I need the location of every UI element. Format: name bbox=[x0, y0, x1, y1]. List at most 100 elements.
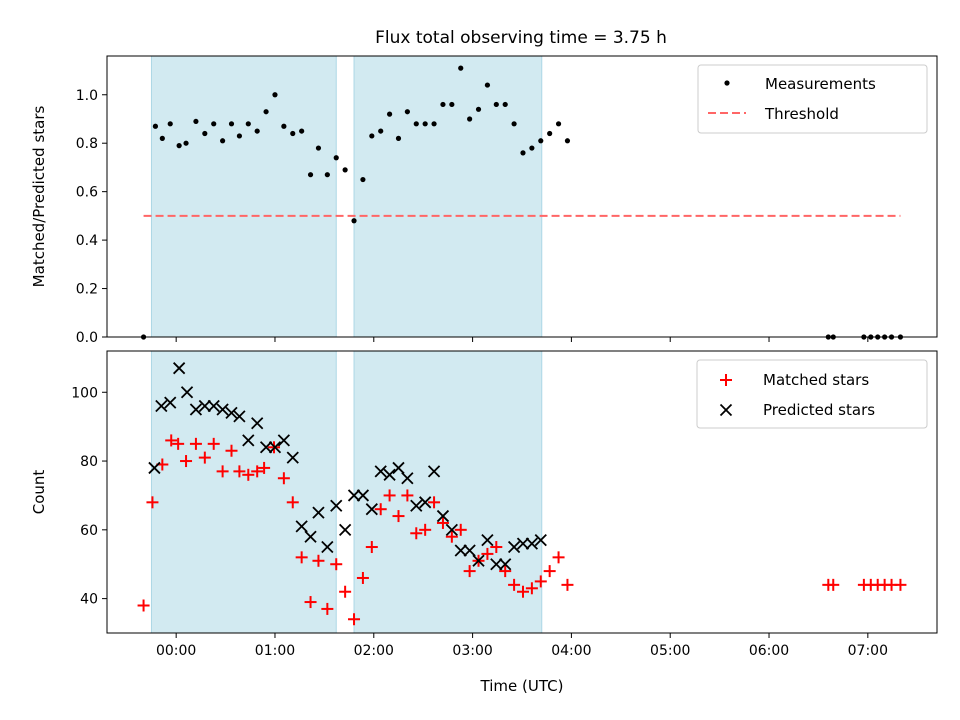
observing-interval-shade bbox=[353, 350, 543, 634]
predicted-star-point-b bbox=[277, 434, 291, 447]
legend-top bbox=[697, 64, 928, 134]
chart-title: Flux total observing time = 3.75 h bbox=[375, 28, 667, 48]
y-tick-label: 100 bbox=[71, 385, 98, 401]
predicted-star-point bbox=[374, 465, 387, 478]
measurement-point bbox=[324, 172, 330, 178]
predicted-star-point-b bbox=[490, 558, 503, 571]
predicted-star-point-b bbox=[472, 554, 485, 567]
bottom-panel: 40 60 80 100 Count 00:00 01:00 02:00 03:00 04:00 0… bbox=[30, 350, 938, 695]
measurement-point bbox=[236, 133, 243, 139]
measurement-point bbox=[378, 128, 384, 134]
axes-frame bbox=[106, 350, 938, 634]
predicted-star-point-b bbox=[499, 558, 512, 571]
x-tick-label: 03:00 bbox=[452, 643, 492, 659]
matched-star-point bbox=[392, 510, 405, 523]
predicted-star-point-b bbox=[207, 399, 220, 413]
measurement-point bbox=[211, 121, 217, 127]
axes-frame bbox=[106, 55, 938, 338]
measurement-point bbox=[440, 101, 446, 108]
predicted-star-point-b bbox=[401, 472, 414, 485]
measurement-point bbox=[413, 121, 419, 127]
measurement-point bbox=[193, 118, 199, 125]
predicted-star-point-b bbox=[312, 506, 325, 519]
measurement-point bbox=[404, 109, 410, 115]
measurement-point bbox=[202, 130, 208, 137]
predicted-star-point bbox=[330, 499, 343, 512]
measurement-point bbox=[360, 176, 366, 183]
predicted-star-point bbox=[164, 396, 177, 409]
measurement-point bbox=[228, 121, 235, 127]
measurement-point bbox=[422, 121, 428, 127]
measurement-point bbox=[458, 65, 464, 71]
predicted-star-point-b bbox=[383, 468, 396, 481]
predicted-star-point bbox=[198, 399, 211, 413]
y-tick-label: 1.0 bbox=[76, 88, 98, 104]
measurement-point bbox=[333, 155, 339, 161]
y-tick-label: 0.8 bbox=[76, 136, 98, 152]
predicted-star-point bbox=[268, 441, 282, 454]
measurement-point bbox=[342, 167, 348, 173]
matched-star-point bbox=[330, 558, 343, 571]
x-axis-label: Time (UTC) bbox=[480, 677, 564, 695]
predicted-star-point bbox=[490, 558, 503, 571]
predicted-star-point bbox=[445, 523, 458, 536]
predicted-star-point bbox=[286, 451, 299, 464]
matched-star-point bbox=[180, 455, 193, 468]
y-tick-label: 0.4 bbox=[76, 233, 98, 249]
legend-measurements-marker bbox=[724, 80, 730, 86]
predicted-star-point bbox=[436, 509, 450, 523]
predicted-star-point-b bbox=[268, 441, 282, 454]
matched-star-point bbox=[225, 444, 238, 457]
y-tick-label: 80 bbox=[80, 454, 98, 470]
x-tick-label: 02:00 bbox=[354, 643, 394, 659]
predicted-star-point-b bbox=[321, 540, 334, 554]
measurement-point bbox=[290, 130, 296, 137]
measurement-point bbox=[176, 143, 182, 149]
matched-star-point bbox=[146, 496, 159, 509]
matched-star-point bbox=[233, 465, 246, 478]
legend-matched-label: Matched stars bbox=[763, 371, 869, 389]
observing-interval-shade bbox=[353, 55, 543, 338]
predicted-star-point bbox=[155, 399, 168, 413]
predicted-star-point bbox=[507, 540, 521, 554]
predicted-star-point-b bbox=[338, 523, 352, 536]
predicted-star-point bbox=[534, 534, 547, 547]
predicted-star-point bbox=[472, 554, 485, 567]
measurement-point bbox=[351, 218, 357, 224]
measurement-point bbox=[281, 123, 287, 129]
matched-star-point bbox=[172, 437, 185, 450]
matched-star-point bbox=[348, 613, 361, 626]
predicted-star-point-b bbox=[516, 537, 530, 550]
predicted-star-point-b bbox=[330, 499, 343, 512]
predicted-star-point-b bbox=[180, 386, 194, 399]
predicted-star-point-b bbox=[445, 523, 458, 536]
predicted-star-point bbox=[304, 530, 317, 543]
x-tick-label: 00:00 bbox=[156, 643, 196, 659]
predicted-star-point bbox=[207, 399, 220, 413]
measurement-point bbox=[220, 138, 226, 144]
predicted-star-point bbox=[410, 499, 423, 512]
matched-star-point bbox=[251, 465, 264, 478]
matched-star-point bbox=[419, 523, 432, 536]
measurement-point bbox=[431, 121, 437, 127]
predicted-star-point bbox=[251, 417, 264, 430]
measurement-point bbox=[386, 111, 393, 117]
matched-star-point bbox=[374, 503, 387, 516]
matched-star-point bbox=[312, 554, 325, 567]
matched-star-point bbox=[207, 437, 220, 450]
predicted-star-point-b bbox=[155, 399, 168, 413]
matched-star-point bbox=[445, 530, 458, 543]
predicted-star-point bbox=[516, 537, 530, 550]
measurement-point bbox=[369, 133, 375, 139]
x-tick-label: 05:00 bbox=[650, 643, 690, 659]
predicted-star-point bbox=[463, 544, 476, 557]
measurement-point bbox=[159, 135, 165, 141]
matched-star-point bbox=[304, 596, 317, 609]
measurement-point bbox=[502, 101, 508, 108]
observing-interval-shade bbox=[150, 350, 337, 634]
legend-predicted-marker-b bbox=[719, 403, 733, 417]
predicted-star-point-b bbox=[189, 403, 203, 416]
predicted-star-point-b bbox=[251, 417, 264, 430]
matched-star-point bbox=[463, 565, 476, 578]
predicted-star-point bbox=[233, 410, 246, 423]
